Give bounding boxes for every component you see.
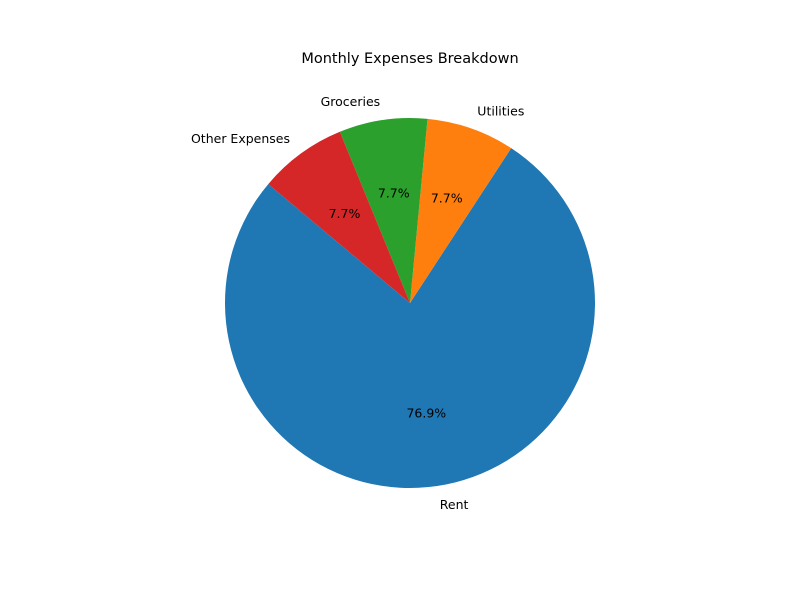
pie-category-label-other-expenses: Other Expenses (191, 131, 290, 146)
chart-title: Monthly Expenses Breakdown (301, 51, 518, 67)
pie-category-labels: Rent Utilities Groceries Other Expenses (191, 94, 524, 512)
pie-percent-label-rent: 76.9% (406, 405, 446, 420)
pie-percent-labels: 76.9% 7.7% 7.7% 7.7% (329, 186, 463, 421)
pie-slice-rent (224, 148, 595, 488)
pie-slice-utilities (410, 118, 512, 303)
pie-percent-label-utilities: 7.7% (431, 191, 463, 206)
pie-slice-other-expenses (268, 131, 410, 303)
pie-percent-label-other-expenses: 7.7% (329, 206, 361, 221)
pie-percent-label-groceries: 7.7% (378, 186, 410, 201)
pie-category-label-utilities: Utilities (477, 103, 524, 118)
pie-category-label-groceries: Groceries (321, 94, 381, 109)
pie-slices (224, 117, 595, 488)
pie-category-label-rent: Rent (440, 497, 469, 512)
pie-slice-groceries (339, 117, 428, 304)
